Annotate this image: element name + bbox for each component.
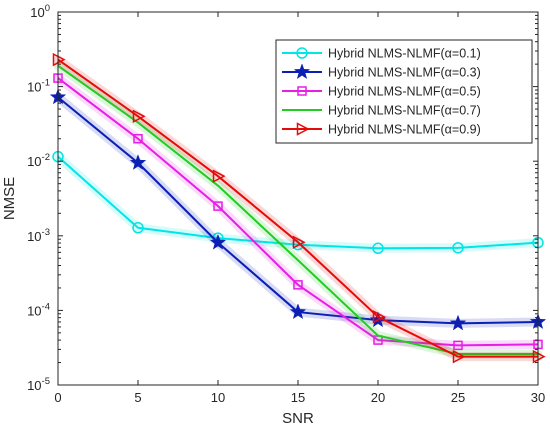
data-point — [293, 280, 303, 290]
y-tick-label: 10-5 — [27, 376, 50, 393]
y-axis-label: NMSE — [1, 177, 18, 220]
data-point — [453, 340, 463, 351]
legend-marker — [293, 63, 311, 80]
y-tick-base: 10 — [27, 154, 41, 169]
data-point — [449, 314, 467, 331]
series-line — [57, 77, 539, 347]
data-point — [209, 233, 227, 250]
legend-label: Hybrid NLMS-NLMF(α=0.1) — [328, 47, 481, 61]
data-point — [289, 303, 307, 320]
data-point — [132, 222, 144, 234]
legend-label: Hybrid NLMS-NLMF(α=0.9) — [328, 123, 481, 137]
x-tick-label: 15 — [291, 390, 305, 405]
y-tick-exponent: -4 — [42, 301, 50, 312]
data-point — [129, 154, 147, 170]
x-tick-label: 10 — [211, 390, 225, 405]
data-point — [372, 310, 386, 324]
legend-item: Hybrid NLMS-NLMF(α=0.9) — [282, 122, 481, 137]
x-tick-label: 30 — [531, 390, 545, 405]
legend-label: Hybrid NLMS-NLMF(α=0.3) — [328, 66, 481, 80]
legend-item: Hybrid NLMS-NLMF(α=0.3) — [282, 63, 481, 80]
legend-marker — [296, 122, 310, 136]
x-tick-label: 5 — [134, 390, 141, 405]
x-axis-label: SNR — [282, 410, 314, 427]
data-point — [452, 349, 466, 364]
legend-label: Hybrid NLMS-NLMF(α=0.7) — [328, 104, 481, 118]
y-tick-exponent: 0 — [45, 3, 50, 14]
data-point — [532, 349, 546, 364]
series-5 — [52, 52, 546, 364]
legend-item: Hybrid NLMS-NLMF(α=0.1) — [282, 47, 481, 61]
legend: Hybrid NLMS-NLMF(α=0.1) Hybrid NLMS-NLMF(… — [275, 39, 533, 144]
data-point — [213, 201, 223, 211]
series-line — [57, 58, 538, 358]
x-tick-label: 20 — [371, 390, 385, 405]
y-tick-exponent: -5 — [42, 376, 50, 387]
data-point — [372, 242, 384, 255]
y-tick-exponent: -2 — [42, 152, 50, 163]
data-point — [132, 109, 146, 124]
y-tick-base: 10 — [27, 229, 41, 244]
y-tick-label: 10-3 — [27, 227, 50, 244]
y-tick-base: 10 — [27, 80, 41, 95]
data-point — [133, 133, 143, 144]
y-tick-base: 10 — [27, 303, 41, 318]
x-tick-label: 25 — [451, 390, 465, 405]
y-tick-label: 100 — [30, 3, 50, 20]
y-tick-label: 10-4 — [27, 301, 50, 318]
y-tick-exponent: -3 — [42, 227, 50, 238]
legend-marker — [296, 47, 308, 59]
y-tick-exponent: -1 — [42, 78, 50, 89]
y-tick-label: 10-1 — [27, 78, 50, 95]
y-tick-base: 10 — [30, 5, 44, 20]
legend-item: Hybrid NLMS-NLMF(α=0.7) — [282, 104, 481, 118]
y-tick-base: 10 — [27, 378, 41, 393]
data-point — [52, 52, 66, 67]
y-tick-label: 10-2 — [27, 152, 50, 169]
legend-marker — [297, 86, 307, 96]
legend-label: Hybrid NLMS-NLMF(α=0.5) — [328, 85, 481, 99]
data-point — [212, 169, 226, 183]
series-layer — [49, 52, 547, 364]
x-tick-label: 0 — [54, 390, 61, 405]
legend-item: Hybrid NLMS-NLMF(α=0.5) — [282, 85, 481, 99]
data-point — [452, 242, 464, 254]
data-point — [292, 235, 306, 249]
